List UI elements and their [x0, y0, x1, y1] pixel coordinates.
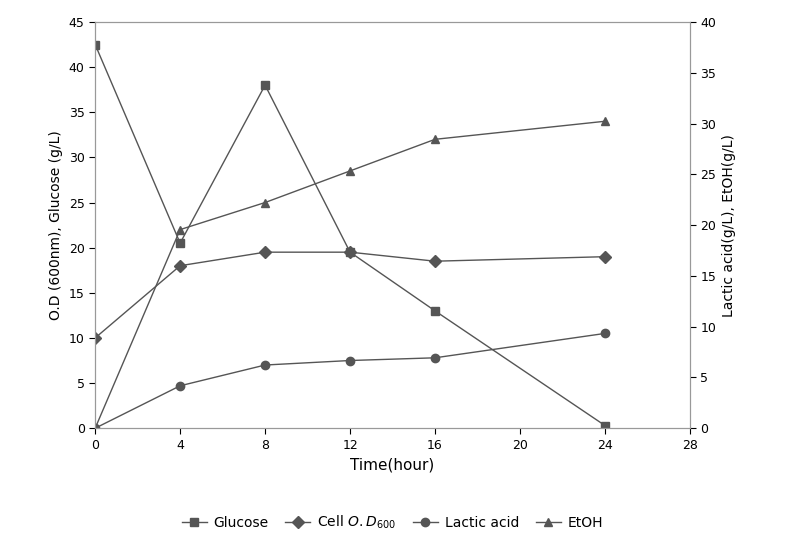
X-axis label: Time(hour): Time(hour) [351, 457, 435, 472]
Legend: Glucose, Cell $\it{O.D}_{600}$, Lactic acid, EtOH: Glucose, Cell $\it{O.D}_{600}$, Lactic a… [176, 508, 609, 537]
Y-axis label: Lactic acid(g/L), EtOH(g/L): Lactic acid(g/L), EtOH(g/L) [722, 133, 736, 317]
Y-axis label: O.D (600nm), Glucose (g/L): O.D (600nm), Glucose (g/L) [49, 130, 63, 320]
